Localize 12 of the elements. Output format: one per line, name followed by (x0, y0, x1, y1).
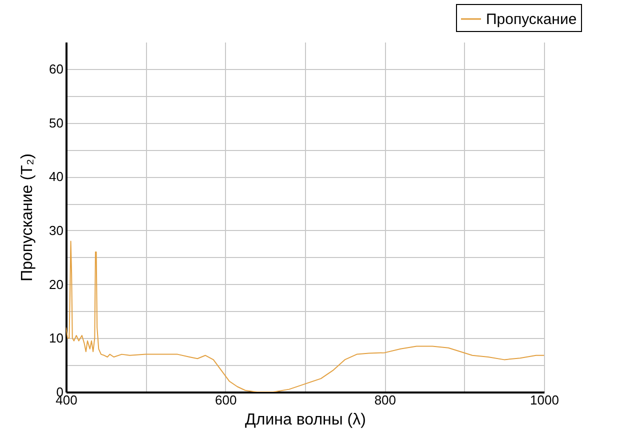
x-tick-label: 800 (374, 392, 396, 408)
legend-label: Пропускание (486, 11, 577, 28)
y-tick-label: 10 (49, 330, 64, 346)
y-tick-label: 40 (49, 169, 64, 184)
x-axis-title: Длина волны (λ) (245, 412, 366, 428)
y-axis-title: Пропускание (T₂) (19, 154, 36, 282)
y-tick-label: 20 (49, 276, 64, 292)
x-tick-label: 600 (214, 392, 237, 408)
y-tick-label: 60 (49, 61, 64, 76)
x-tick-label: 1000 (530, 392, 559, 408)
y-tick-label: 30 (49, 222, 64, 238)
y-tick-label: 50 (49, 115, 64, 130)
